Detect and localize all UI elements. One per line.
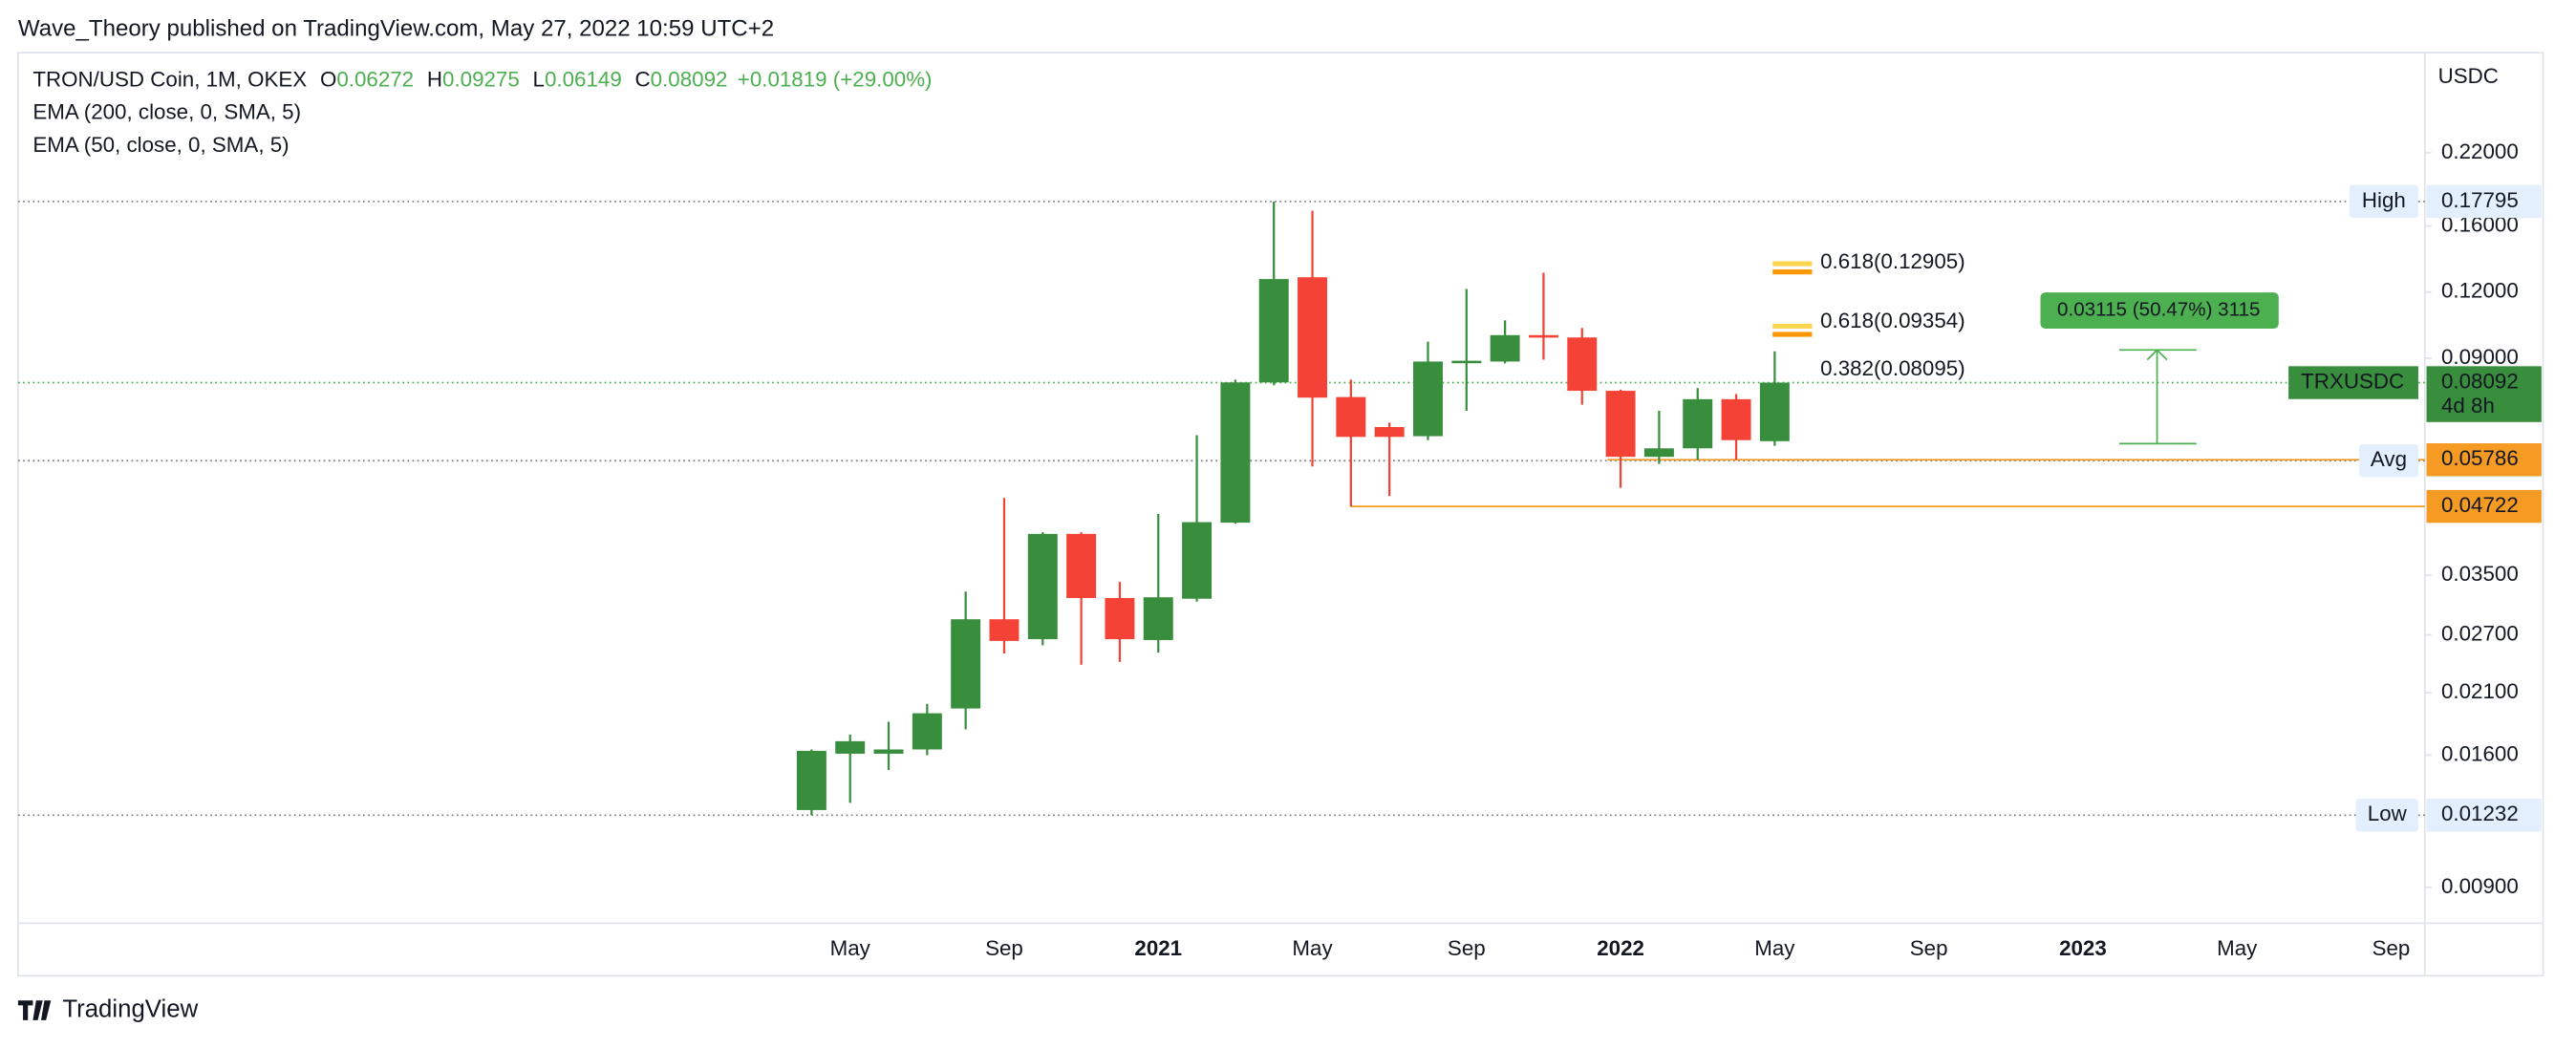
countdown: 4d 8h bbox=[2441, 394, 2495, 417]
y-tick-label: 0.00900 bbox=[2441, 874, 2519, 898]
header: Wave_Theory published on TradingView.com… bbox=[18, 15, 774, 41]
candle-body bbox=[1143, 597, 1173, 640]
candle-body bbox=[951, 619, 981, 709]
candle-body bbox=[1066, 533, 1097, 598]
candle-body bbox=[1528, 334, 1558, 338]
l-label: L bbox=[533, 67, 545, 91]
candle-body bbox=[1027, 533, 1058, 640]
candle-body bbox=[835, 740, 866, 754]
change: +0.01819 (+29.00%) bbox=[738, 67, 933, 91]
candle-body bbox=[1721, 398, 1751, 440]
x-tick-label: Sep bbox=[985, 936, 1023, 960]
candle-body bbox=[1683, 398, 1713, 449]
high-tag-box bbox=[2426, 184, 2542, 219]
fib-marker bbox=[1772, 323, 1813, 329]
x-tick-label: Sep bbox=[1910, 936, 1948, 960]
candle-body bbox=[1759, 382, 1790, 441]
y-tick-label: 0.09000 bbox=[2441, 345, 2519, 369]
symbol-tag-box bbox=[2288, 366, 2418, 399]
fib-marker bbox=[1772, 332, 1813, 337]
symbol-tag: TRXUSDC bbox=[2301, 369, 2404, 393]
candle-body bbox=[796, 750, 826, 810]
candle-body bbox=[1374, 427, 1405, 438]
level-tag: 0.05786 bbox=[2441, 446, 2519, 470]
axis-unit: USDC bbox=[2438, 64, 2499, 88]
price-tag: 0.08092 bbox=[2441, 369, 2519, 393]
fib-label: 0.618(0.09354) bbox=[1820, 309, 1965, 332]
indicator: EMA (200, close, 0, SMA, 5) bbox=[32, 100, 301, 124]
x-tick-label: 2022 bbox=[1597, 936, 1644, 960]
indicator: EMA (50, close, 0, SMA, 5) bbox=[32, 133, 289, 157]
c-value: 0.08092 bbox=[651, 67, 728, 91]
x-tick-label: May bbox=[830, 936, 871, 960]
legend: TRON/USD Coin, 1M, OKEX O0.06272 H0.09275 L… bbox=[32, 67, 932, 91]
candle-body bbox=[1605, 391, 1636, 458]
c-label: C bbox=[635, 67, 651, 91]
candle-body bbox=[1451, 360, 1482, 364]
low-tag: 0.01232 bbox=[2441, 802, 2519, 825]
low-tag-box bbox=[2426, 799, 2542, 832]
candle-body bbox=[1220, 382, 1251, 524]
y-tick-label: 0.01600 bbox=[2441, 741, 2519, 765]
x-tick-label: May bbox=[1292, 936, 1333, 960]
x-tick-label: May bbox=[2217, 936, 2258, 960]
l-value: 0.06149 bbox=[545, 67, 622, 91]
level-tag: 0.04722 bbox=[2441, 493, 2519, 517]
candle-body bbox=[1490, 334, 1520, 362]
high-tag: 0.17795 bbox=[2441, 188, 2519, 212]
o-label: O bbox=[320, 67, 336, 91]
candle-body bbox=[1105, 597, 1135, 640]
price-tag-box bbox=[2426, 366, 2542, 422]
brand: TradingView bbox=[62, 995, 198, 1022]
measure-text: 0.03115 (50.47%) 3115 bbox=[2057, 299, 2261, 321]
low-tag-label-box bbox=[2355, 799, 2418, 832]
avg-tag-label-box bbox=[2359, 444, 2418, 478]
avg-tag-label: Avg bbox=[2371, 447, 2407, 471]
candle-body bbox=[912, 713, 942, 750]
high-tag-label-box bbox=[2349, 184, 2418, 219]
symbol-title: TRON/USD Coin, 1M, OKEX bbox=[32, 67, 307, 91]
x-tick-label: May bbox=[1754, 936, 1795, 960]
candle-body bbox=[1258, 279, 1289, 383]
candle-body bbox=[1567, 337, 1598, 392]
candle-body bbox=[1413, 361, 1443, 437]
y-tick-label: 0.22000 bbox=[2441, 139, 2519, 163]
fib-marker bbox=[1772, 269, 1813, 275]
measure-arrow bbox=[2146, 349, 2168, 361]
h-value: 0.09275 bbox=[442, 67, 520, 91]
logo bbox=[17, 1000, 52, 1020]
x-tick-label: Sep bbox=[2372, 936, 2411, 960]
x-tick-label: 2023 bbox=[2059, 936, 2107, 960]
fib-label: 0.382(0.08095) bbox=[1820, 356, 1965, 380]
candle-body bbox=[1298, 277, 1328, 398]
x-tick-label: 2021 bbox=[1134, 936, 1182, 960]
level-tag-box bbox=[2426, 443, 2542, 477]
candle-body bbox=[1336, 396, 1366, 438]
y-tick-label: 0.03500 bbox=[2441, 562, 2519, 586]
h-label: H bbox=[427, 67, 442, 91]
low-tag-label: Low bbox=[2368, 802, 2408, 825]
y-tick-label: 0.12000 bbox=[2441, 279, 2519, 303]
candle-body bbox=[989, 619, 1020, 641]
fib-label: 0.618(0.12905) bbox=[1820, 249, 1965, 273]
high-tag-label: High bbox=[2362, 188, 2406, 212]
o-value: 0.06272 bbox=[336, 67, 414, 91]
level-tag-box bbox=[2426, 489, 2542, 524]
measure-box bbox=[2040, 292, 2279, 329]
y-tick-label: 0.02100 bbox=[2441, 679, 2519, 703]
candle-body bbox=[1643, 448, 1674, 458]
candle-body bbox=[873, 749, 904, 754]
x-tick-label: Sep bbox=[1448, 936, 1486, 960]
candle-body bbox=[1182, 522, 1213, 599]
y-tick-label: 0.02700 bbox=[2441, 621, 2519, 645]
fib-marker bbox=[1772, 261, 1813, 267]
chart-frame bbox=[17, 52, 2544, 977]
